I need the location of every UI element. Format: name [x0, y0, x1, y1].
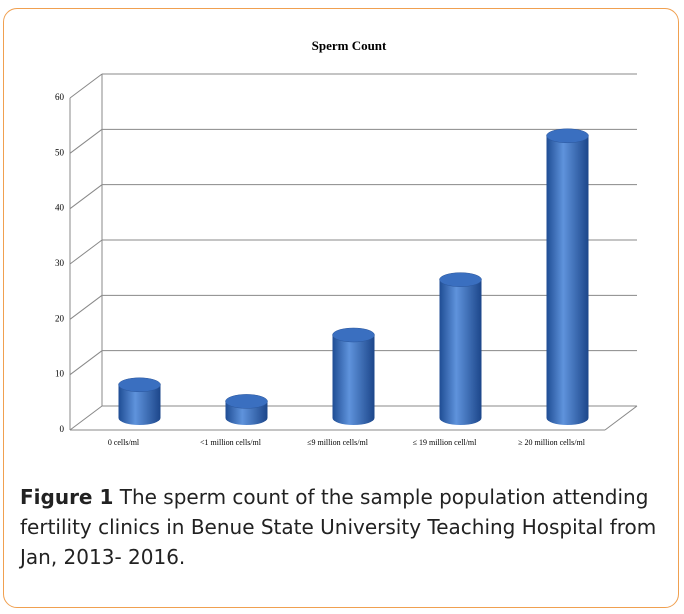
- x-tick-label: <1 million cells/ml: [200, 438, 262, 447]
- bar-top: [332, 327, 375, 343]
- chart-title: Sperm Count: [312, 38, 387, 53]
- x-tick-label: ≤9 million cells/ml: [307, 438, 369, 447]
- bar: [332, 335, 375, 425]
- caption-text: The sperm count of the sample population…: [20, 485, 657, 569]
- y-tick-label: 0: [60, 424, 65, 434]
- bar-top: [546, 128, 589, 144]
- x-tick-label: ≥ 20 million cells/ml: [518, 438, 586, 447]
- grid-line: [69, 350, 103, 376]
- y-tick-label: 40: [55, 203, 65, 213]
- bar-top: [225, 394, 268, 409]
- bar: [118, 384, 161, 425]
- y-tick-label: 10: [55, 369, 65, 379]
- x-tick-label: ≤ 19 million cell/ml: [413, 438, 477, 447]
- grid-line: [69, 294, 103, 320]
- y-tick-label: 50: [55, 147, 65, 157]
- caption: Figure 1 The sperm count of the sample p…: [20, 482, 670, 572]
- bar: [546, 135, 589, 426]
- figure-frame: [3, 8, 679, 608]
- y-tick-label: 60: [55, 92, 65, 102]
- bar-top: [118, 377, 161, 393]
- caption-label: Figure 1: [20, 485, 114, 509]
- grid-line: [69, 184, 103, 210]
- grid-line: [69, 405, 103, 431]
- chart: Sperm Count 0 10 20 30 40 50 60 0 cells/ml <1 mi…: [55, 38, 638, 447]
- bar: [439, 279, 482, 425]
- y-tick-label: 30: [55, 258, 65, 268]
- grid-line: [69, 128, 103, 154]
- x-tick-label: 0 cells/ml: [108, 438, 140, 447]
- y-tick-label: 20: [55, 313, 65, 323]
- grid-line: [69, 73, 103, 99]
- grid-line: [69, 239, 103, 265]
- bar-top: [439, 272, 482, 287]
- floor-edge: [604, 405, 638, 431]
